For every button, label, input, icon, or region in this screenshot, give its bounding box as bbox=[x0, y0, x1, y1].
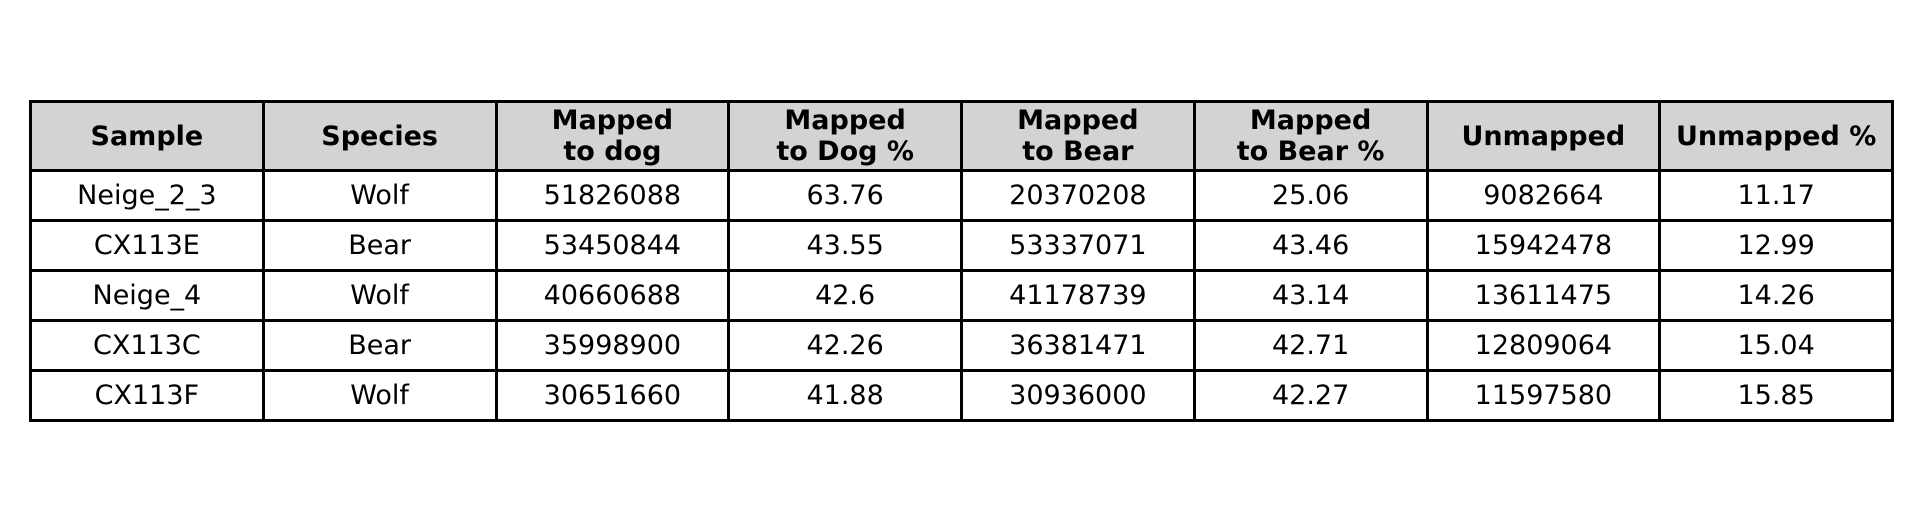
table-cell: Neige_2_3 bbox=[29, 169, 265, 222]
table-cell: Neige_4 bbox=[29, 269, 265, 322]
table-cell: 43.55 bbox=[727, 219, 963, 272]
table-cell: 25.06 bbox=[1192, 169, 1429, 222]
table-cell: Bear bbox=[261, 319, 498, 372]
table-cell: 36381471 bbox=[960, 319, 1196, 372]
table-cell: 42.71 bbox=[1192, 319, 1429, 372]
table-cell: 41.88 bbox=[727, 369, 963, 422]
table-row: CX113C Bear 35998900 42.26 36381471 42.71 1280… bbox=[29, 319, 1894, 372]
table-cell: 41178739 bbox=[960, 269, 1196, 322]
column-header: Mapped to dog bbox=[494, 100, 731, 172]
table-cell: Bear bbox=[261, 219, 498, 272]
table-cell: Wolf bbox=[261, 169, 498, 222]
table-cell: 14.26 bbox=[1658, 269, 1894, 322]
table-row: Neige_2_3 Wolf 51826088 63.76 20370208 25.06 9… bbox=[29, 169, 1894, 222]
table-cell: 43.14 bbox=[1192, 269, 1429, 322]
table-cell: 15.04 bbox=[1658, 319, 1894, 372]
data-table-container: Sample Species Mapped to dog Mapped to Dog … bbox=[29, 100, 1894, 422]
table-cell: 11597580 bbox=[1425, 369, 1662, 422]
column-header: Sample bbox=[29, 100, 265, 172]
table-cell: CX113E bbox=[29, 219, 265, 272]
table-row: Neige_4 Wolf 40660688 42.6 41178739 43.14 1361… bbox=[29, 269, 1894, 322]
table-cell: 42.6 bbox=[727, 269, 963, 322]
table-cell: 30651660 bbox=[494, 369, 731, 422]
table-body: Neige_2_3 Wolf 51826088 63.76 20370208 25.06 9… bbox=[29, 169, 1894, 422]
table-cell: 51826088 bbox=[494, 169, 731, 222]
table-cell: 13611475 bbox=[1425, 269, 1662, 322]
column-header: Unmapped bbox=[1425, 100, 1662, 172]
table-cell: 11.17 bbox=[1658, 169, 1894, 222]
column-header: Mapped to Bear bbox=[960, 100, 1196, 172]
column-header: Mapped to Dog % bbox=[727, 100, 963, 172]
table-cell: 12.99 bbox=[1658, 219, 1894, 272]
table-cell: 35998900 bbox=[494, 319, 731, 372]
table-cell: 9082664 bbox=[1425, 169, 1662, 222]
table-cell: 43.46 bbox=[1192, 219, 1429, 272]
table-cell: CX113F bbox=[29, 369, 265, 422]
table-row: CX113E Bear 53450844 43.55 53337071 43.46 1594… bbox=[29, 219, 1894, 272]
table-cell: 63.76 bbox=[727, 169, 963, 222]
table-cell: 15942478 bbox=[1425, 219, 1662, 272]
table-cell: 15.85 bbox=[1658, 369, 1894, 422]
table-cell: 30936000 bbox=[960, 369, 1196, 422]
column-header: Unmapped % bbox=[1658, 100, 1894, 172]
table-cell: 42.26 bbox=[727, 319, 963, 372]
column-header: Mapped to Bear % bbox=[1192, 100, 1429, 172]
table-cell: 53450844 bbox=[494, 219, 731, 272]
data-table: Sample Species Mapped to dog Mapped to Dog … bbox=[29, 100, 1894, 422]
table-cell: CX113C bbox=[29, 319, 265, 372]
table-cell: 40660688 bbox=[494, 269, 731, 322]
table-cell: 53337071 bbox=[960, 219, 1196, 272]
table-row: CX113F Wolf 30651660 41.88 30936000 42.27 1159… bbox=[29, 369, 1894, 422]
table-cell: 20370208 bbox=[960, 169, 1196, 222]
header-row: Sample Species Mapped to dog Mapped to Dog … bbox=[29, 100, 1894, 172]
table-cell: Wolf bbox=[261, 369, 498, 422]
table-cell: 42.27 bbox=[1192, 369, 1429, 422]
table-cell: 12809064 bbox=[1425, 319, 1662, 372]
table-cell: Wolf bbox=[261, 269, 498, 322]
column-header: Species bbox=[261, 100, 498, 172]
